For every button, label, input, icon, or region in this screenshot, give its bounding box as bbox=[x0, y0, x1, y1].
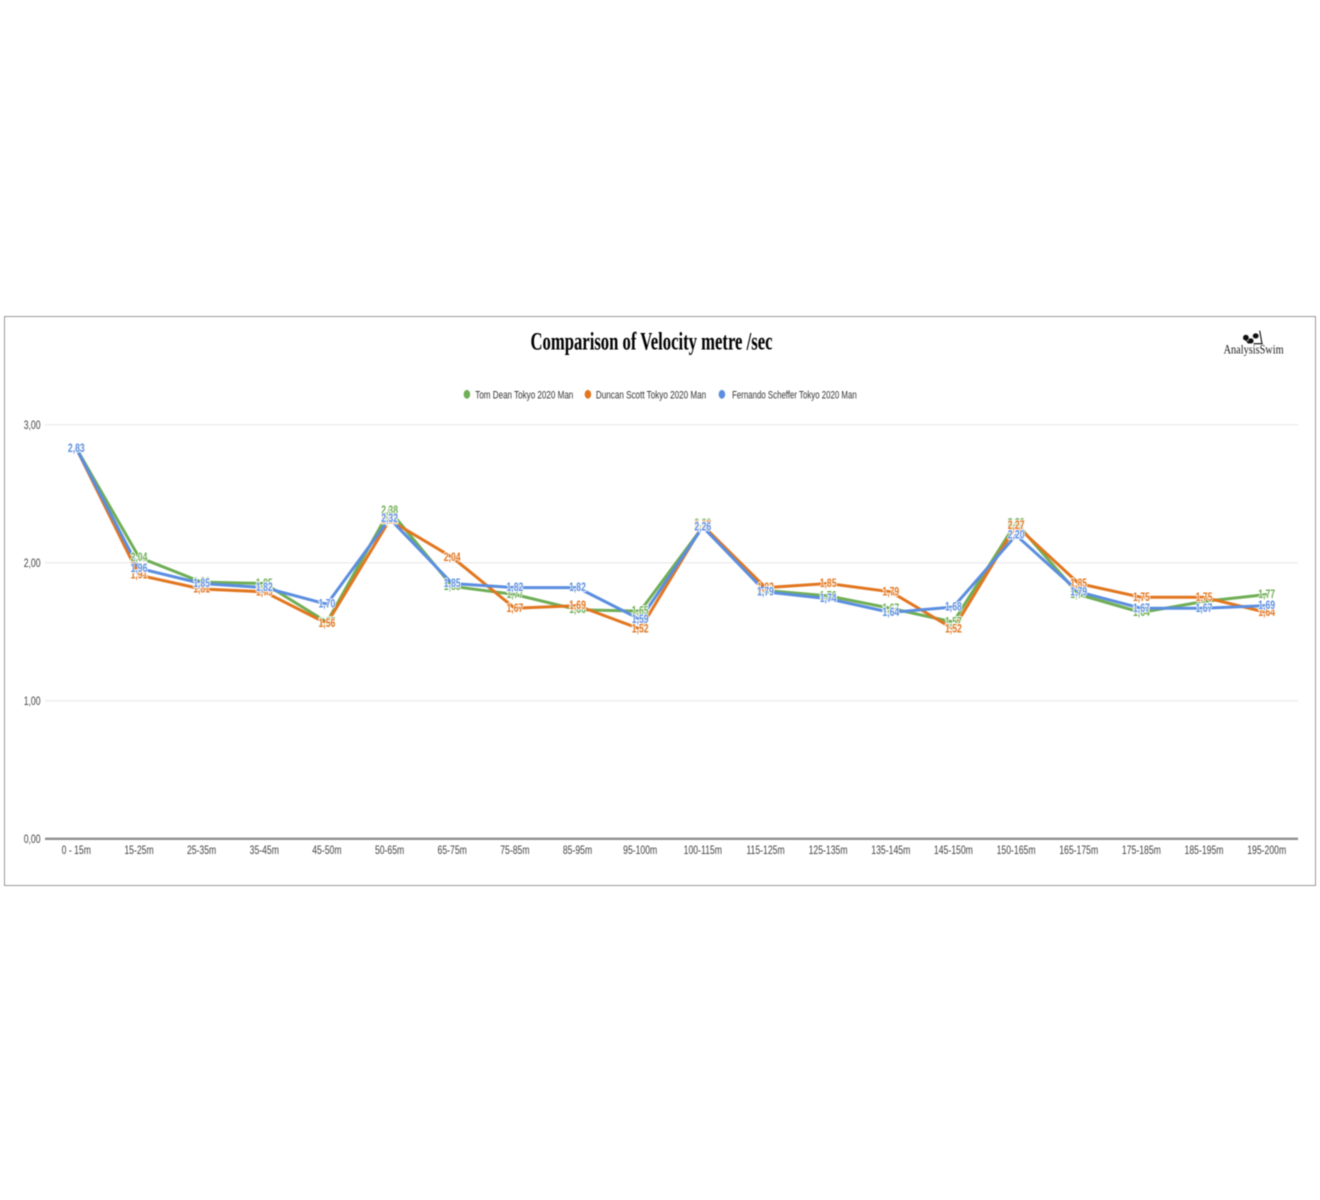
svg-text:2,04: 2,04 bbox=[131, 551, 148, 564]
svg-text:1,85: 1,85 bbox=[256, 577, 273, 590]
svg-text:1,64: 1,64 bbox=[1133, 606, 1150, 619]
svg-text:195-200m: 195-200m bbox=[1247, 844, 1286, 857]
svg-text:1,80: 1,80 bbox=[757, 584, 774, 597]
svg-text:2,38: 2,38 bbox=[381, 504, 398, 517]
svg-text:1,74: 1,74 bbox=[820, 592, 837, 605]
svg-text:2,27: 2,27 bbox=[1008, 519, 1025, 532]
svg-text:1,69: 1,69 bbox=[1258, 599, 1275, 612]
svg-text:2,20: 2,20 bbox=[1008, 529, 1025, 542]
svg-text:1,85: 1,85 bbox=[820, 577, 837, 590]
svg-text:Tom Dean Tokyo 2020 Man: Tom Dean Tokyo 2020 Man bbox=[475, 389, 573, 401]
svg-text:35-45m: 35-45m bbox=[250, 844, 279, 857]
svg-text:1,64: 1,64 bbox=[1258, 606, 1275, 619]
svg-text:75-85m: 75-85m bbox=[500, 844, 529, 857]
svg-text:135-145m: 135-145m bbox=[871, 844, 910, 857]
svg-text:1,83: 1,83 bbox=[444, 580, 461, 593]
svg-text:1,79: 1,79 bbox=[256, 585, 273, 598]
svg-text:25-35m: 25-35m bbox=[187, 844, 216, 857]
svg-text:2,32: 2,32 bbox=[381, 512, 398, 525]
svg-text:1,82: 1,82 bbox=[757, 581, 774, 594]
svg-text:1,65: 1,65 bbox=[632, 605, 649, 618]
svg-text:1,77: 1,77 bbox=[507, 588, 524, 601]
svg-text:100-115m: 100-115m bbox=[684, 844, 722, 857]
svg-text:1,57: 1,57 bbox=[945, 616, 962, 629]
svg-text:0,00: 0,00 bbox=[24, 833, 41, 846]
svg-text:1,96: 1,96 bbox=[131, 562, 148, 575]
svg-text:1,59: 1,59 bbox=[632, 613, 649, 626]
svg-text:50-65m: 50-65m bbox=[375, 844, 404, 857]
svg-text:1,85: 1,85 bbox=[1070, 577, 1087, 590]
svg-text:Fernando Scheffer Tokyo 2020 M: Fernando Scheffer Tokyo 2020 Man bbox=[732, 389, 857, 401]
svg-text:1,79: 1,79 bbox=[757, 585, 774, 598]
svg-text:1,79: 1,79 bbox=[882, 585, 899, 598]
svg-text:AnalysisSwim: AnalysisSwim bbox=[1224, 343, 1284, 357]
svg-text:1,76: 1,76 bbox=[820, 589, 837, 602]
svg-text:2,27: 2,27 bbox=[694, 519, 711, 532]
svg-text:2,26: 2,26 bbox=[694, 520, 711, 533]
svg-text:1,56: 1,56 bbox=[319, 617, 336, 630]
svg-text:95-100m: 95-100m bbox=[623, 844, 657, 857]
svg-text:1,79: 1,79 bbox=[1070, 585, 1087, 598]
svg-text:1,69: 1,69 bbox=[569, 599, 586, 612]
svg-text:1,66: 1,66 bbox=[569, 603, 586, 616]
svg-text:1,52: 1,52 bbox=[945, 623, 962, 636]
svg-text:Comparison of Velocity metre /: Comparison of Velocity metre /sec bbox=[531, 329, 773, 356]
svg-text:145-150m: 145-150m bbox=[934, 844, 973, 857]
svg-text:1,85: 1,85 bbox=[193, 577, 210, 590]
svg-text:0 - 15m: 0 - 15m bbox=[62, 844, 91, 857]
svg-text:2,04: 2,04 bbox=[444, 551, 461, 564]
svg-text:Duncan Scott Tokyo 2020 Man: Duncan Scott Tokyo 2020 Man bbox=[596, 389, 706, 401]
svg-text:1,75: 1,75 bbox=[1196, 591, 1213, 604]
svg-text:1,81: 1,81 bbox=[193, 583, 210, 596]
svg-text:1,00: 1,00 bbox=[24, 695, 41, 708]
svg-text:1,67: 1,67 bbox=[1196, 602, 1213, 615]
svg-text:2,29: 2,29 bbox=[1008, 516, 1025, 529]
svg-text:1,70: 1,70 bbox=[319, 598, 336, 611]
svg-text:1,68: 1,68 bbox=[945, 601, 962, 614]
svg-text:2,28: 2,28 bbox=[694, 517, 711, 530]
svg-text:185-195m: 185-195m bbox=[1185, 844, 1224, 857]
svg-text:1,91: 1,91 bbox=[131, 569, 148, 582]
svg-text:1,82: 1,82 bbox=[256, 581, 273, 594]
svg-text:1,64: 1,64 bbox=[882, 606, 899, 619]
svg-text:2,31: 2,31 bbox=[381, 514, 398, 527]
svg-text:1,67: 1,67 bbox=[507, 602, 524, 615]
svg-text:1,67: 1,67 bbox=[882, 602, 899, 615]
svg-text:2,83: 2,83 bbox=[68, 442, 85, 455]
svg-text:175-185m: 175-185m bbox=[1122, 844, 1161, 857]
svg-text:1,85: 1,85 bbox=[444, 577, 461, 590]
svg-text:1,77: 1,77 bbox=[1258, 588, 1275, 601]
svg-text:125-135m: 125-135m bbox=[809, 844, 848, 857]
svg-text:1,86: 1,86 bbox=[193, 576, 210, 589]
svg-text:1,67: 1,67 bbox=[1133, 602, 1150, 615]
svg-text:165-175m: 165-175m bbox=[1059, 844, 1098, 857]
svg-text:1,52: 1,52 bbox=[632, 623, 649, 636]
svg-text:1,57: 1,57 bbox=[319, 616, 336, 629]
svg-text:2,00: 2,00 bbox=[24, 557, 41, 570]
svg-text:1,82: 1,82 bbox=[507, 581, 524, 594]
svg-text:65-75m: 65-75m bbox=[438, 844, 467, 857]
svg-text:3,00: 3,00 bbox=[24, 419, 41, 432]
svg-text:1,82: 1,82 bbox=[569, 581, 586, 594]
svg-text:150-165m: 150-165m bbox=[997, 844, 1036, 857]
svg-text:85-95m: 85-95m bbox=[563, 844, 592, 857]
svg-text:1,77: 1,77 bbox=[1070, 588, 1087, 601]
svg-text:115-125m: 115-125m bbox=[746, 844, 784, 857]
svg-text:15-25m: 15-25m bbox=[124, 844, 153, 857]
svg-text:45-50m: 45-50m bbox=[312, 844, 341, 857]
svg-text:1,75: 1,75 bbox=[1133, 591, 1150, 604]
